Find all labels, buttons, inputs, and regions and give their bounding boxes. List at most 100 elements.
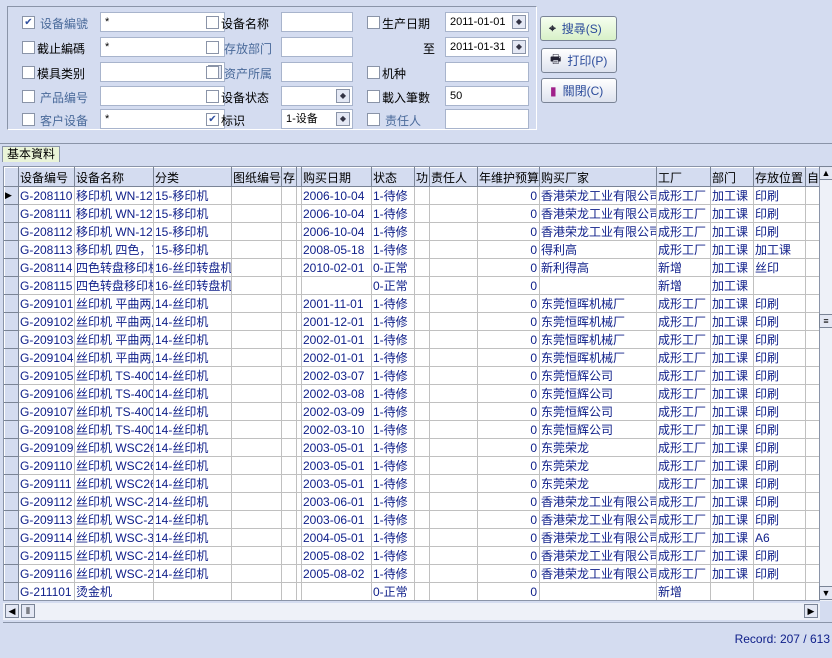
table-cell[interactable]: 加工课 (710, 528, 754, 547)
table-cell[interactable]: 东莞恒晖机械厂 (539, 348, 657, 367)
table-cell[interactable] (231, 546, 282, 565)
scroll-down-icon[interactable]: ▼ (819, 586, 832, 600)
table-cell[interactable]: 0 (477, 276, 540, 295)
table-cell[interactable]: 0 (477, 456, 540, 475)
table-cell[interactable]: 香港荣龙工业有限公司 (539, 564, 657, 583)
table-cell[interactable] (231, 510, 282, 529)
table-cell[interactable]: 1-待修 (371, 402, 415, 421)
table-cell[interactable]: 2002-03-08 (301, 384, 372, 403)
table-cell[interactable]: 0-正常 (371, 582, 415, 600)
table-cell[interactable]: 成形工厂 (656, 240, 711, 259)
row-selector[interactable] (4, 222, 19, 241)
table-cell[interactable]: G-209115 (18, 546, 75, 565)
column-header[interactable]: 工厂 (656, 167, 711, 187)
table-cell[interactable]: 1-待修 (371, 456, 415, 475)
spinner-icon[interactable]: ◆ (512, 40, 526, 54)
table-cell[interactable]: 香港荣龙工业有限公司 (539, 546, 657, 565)
table-cell[interactable] (414, 420, 430, 439)
table-cell[interactable]: 移印机 四色，710 (74, 240, 154, 259)
table-cell[interactable] (429, 438, 478, 457)
table-cell[interactable]: G-209108 (18, 420, 75, 439)
table-cell[interactable]: 2005-08-02 (301, 546, 372, 565)
table-cell[interactable]: 16-丝印转盘机 (153, 276, 232, 295)
table-cell[interactable]: 加工课 (710, 240, 754, 259)
table-cell[interactable] (231, 330, 282, 349)
table-cell[interactable] (753, 276, 806, 295)
table-cell[interactable]: 16-丝印转盘机 (153, 258, 232, 277)
table-cell[interactable] (281, 402, 297, 421)
table-cell[interactable] (414, 294, 430, 313)
table-cell[interactable]: 丝印机 WSC260B (74, 438, 154, 457)
table-cell[interactable]: 成形工厂 (656, 294, 711, 313)
table-cell[interactable]: G-209107 (18, 402, 75, 421)
row-selector[interactable] (4, 582, 19, 600)
table-cell[interactable] (805, 564, 819, 583)
table-cell[interactable] (281, 582, 297, 600)
table-cell[interactable]: 2006-10-04 (301, 204, 372, 223)
table-cell[interactable]: 加工课 (710, 510, 754, 529)
table-cell[interactable] (414, 438, 430, 457)
table-cell[interactable]: 印刷 (753, 438, 806, 457)
table-cell[interactable]: 加工课 (710, 402, 754, 421)
table-cell[interactable]: 加工课 (710, 276, 754, 295)
table-cell[interactable]: 0 (477, 222, 540, 241)
table-cell[interactable]: 成形工厂 (656, 456, 711, 475)
table-row[interactable]: G-209108 丝印机 TS-400F 14-丝印机 2002-03-10 1-待修 0… (4, 420, 819, 439)
table-cell[interactable] (805, 438, 819, 457)
table-cell[interactable]: 东莞恒辉公司 (539, 420, 657, 439)
prod-date-select[interactable]: 2011-01-01 ◆ (445, 12, 529, 32)
table-cell[interactable]: G-209109 (18, 438, 75, 457)
table-cell[interactable]: 14-丝印机 (153, 294, 232, 313)
column-header[interactable]: 自 (805, 167, 819, 187)
table-cell[interactable] (805, 312, 819, 331)
table-cell[interactable]: 印刷 (753, 222, 806, 241)
table-cell[interactable] (805, 276, 819, 295)
table-cell[interactable] (281, 348, 297, 367)
table-cell[interactable] (805, 546, 819, 565)
spinner-icon[interactable]: ◆ (336, 112, 350, 126)
table-cell[interactable]: 成形工厂 (656, 474, 711, 493)
table-cell[interactable]: 0 (477, 402, 540, 421)
table-cell[interactable]: 2003-05-01 (301, 474, 372, 493)
scroll-right-icon[interactable]: ▶ (804, 604, 818, 618)
table-cell[interactable]: 加工课 (710, 186, 754, 205)
table-cell[interactable] (301, 582, 372, 600)
table-cell[interactable]: G-208114 (18, 258, 75, 277)
table-cell[interactable]: 加工课 (710, 294, 754, 313)
table-cell[interactable]: 1-待修 (371, 330, 415, 349)
table-cell[interactable]: G-209106 (18, 384, 75, 403)
table-cell[interactable] (281, 294, 297, 313)
table-cell[interactable]: 丝印机 TS-400F (74, 366, 154, 385)
table-cell[interactable]: 0 (477, 366, 540, 385)
table-cell[interactable] (429, 582, 478, 600)
row-selector[interactable] (4, 240, 19, 259)
table-cell[interactable] (414, 510, 430, 529)
table-cell[interactable]: 烫金机 (74, 582, 154, 600)
table-cell[interactable]: A6 (753, 528, 806, 547)
storage-dept-input[interactable] (281, 37, 353, 57)
table-cell[interactable]: 14-丝印机 (153, 528, 232, 547)
device-name-input[interactable] (281, 12, 353, 32)
table-cell[interactable] (281, 186, 297, 205)
table-cell[interactable]: 加工课 (710, 222, 754, 241)
row-selector[interactable] (4, 510, 19, 529)
end-code-checkbox[interactable] (22, 41, 35, 54)
table-cell[interactable]: 印刷 (753, 186, 806, 205)
table-cell[interactable] (281, 276, 297, 295)
table-cell[interactable] (429, 222, 478, 241)
row-selector[interactable] (4, 546, 19, 565)
table-cell[interactable]: G-209112 (18, 492, 75, 511)
table-cell[interactable]: 2002-03-09 (301, 402, 372, 421)
table-cell[interactable] (805, 384, 819, 403)
table-cell[interactable]: 2002-01-01 (301, 348, 372, 367)
product-code-input[interactable] (100, 86, 225, 106)
table-cell[interactable]: 成形工厂 (656, 510, 711, 529)
row-selector[interactable] (4, 438, 19, 457)
table-row[interactable]: G-211101 烫金机 0-正常 0 新增 (4, 582, 819, 600)
table-cell[interactable] (429, 420, 478, 439)
table-cell[interactable]: 1-待修 (371, 528, 415, 547)
table-cell[interactable] (414, 348, 430, 367)
